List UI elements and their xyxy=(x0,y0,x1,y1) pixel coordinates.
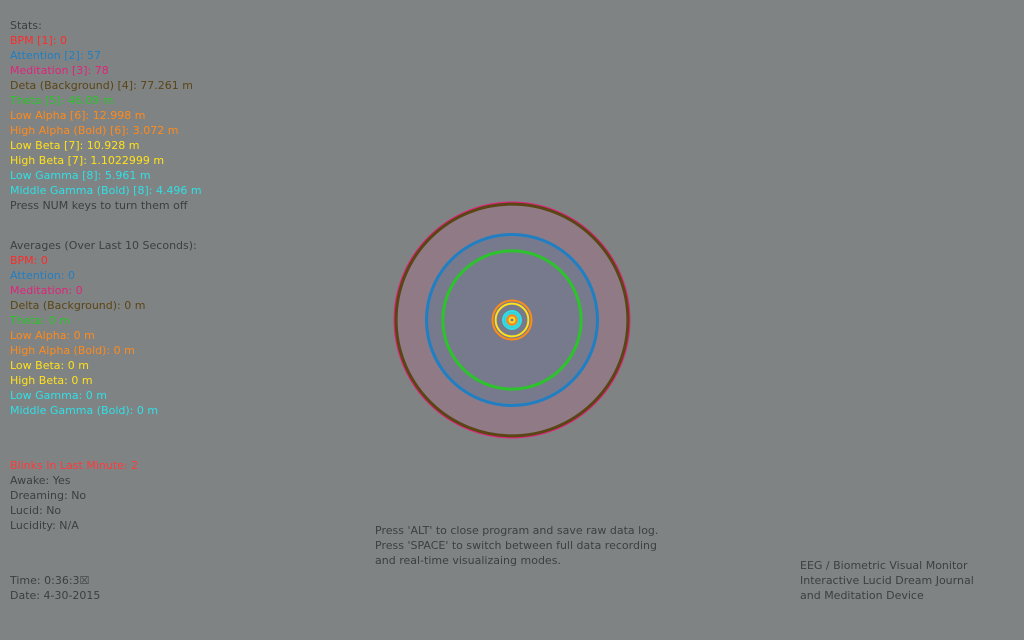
avg-attention: Attention: 0 xyxy=(10,268,75,283)
avg-meditation: Meditation: 0 xyxy=(10,283,83,298)
stat-low-gamma: Low Gamma [8]: 5.961 m xyxy=(10,168,151,183)
dreaming-status: Dreaming: No xyxy=(10,488,86,503)
stat-bpm: BPM [1]: 0 xyxy=(10,33,67,48)
avg-high-alpha: High Alpha (Bold): 0 m xyxy=(10,343,135,358)
avg-low-gamma: Low Gamma: 0 m xyxy=(10,388,107,403)
stat-attention: Attention [2]: 57 xyxy=(10,48,101,63)
avg-theta: Theta: 0 m xyxy=(10,313,70,328)
stat-meditation: Meditation [3]: 78 xyxy=(10,63,109,78)
stat-low-alpha: Low Alpha [6]: 12.998 m xyxy=(10,108,145,123)
awake-status: Awake: Yes xyxy=(10,473,71,488)
avg-low-alpha: Low Alpha: 0 m xyxy=(10,328,95,343)
time-readout: Time: 0:36:3☒ xyxy=(10,573,89,588)
avg-bpm: BPM: 0 xyxy=(10,253,48,268)
averages-header: Averages (Over Last 10 Seconds): xyxy=(10,238,197,253)
stat-low-beta: Low Beta [7]: 10.928 m xyxy=(10,138,140,153)
stat-delta: Deta (Background) [4]: 77.261 m xyxy=(10,78,193,93)
stat-theta: Theta [5]: 46.09 m xyxy=(10,93,114,108)
keyboard-instructions: Press 'ALT' to close program and save ra… xyxy=(375,523,658,568)
app-title-block: EEG / Biometric Visual Monitor Interacti… xyxy=(800,558,974,603)
lucidity-status: Lucidity: N/A xyxy=(10,518,79,533)
date-readout: Date: 4-30-2015 xyxy=(10,588,100,603)
blinks-count: Blinks In Last Minute: 2 xyxy=(10,458,138,473)
lucid-status: Lucid: No xyxy=(10,503,61,518)
stat-high-beta: High Beta [7]: 1.1022999 m xyxy=(10,153,164,168)
stat-high-alpha: High Alpha (Bold) [6]: 3.072 m xyxy=(10,123,178,138)
avg-delta: Delta (Background): 0 m xyxy=(10,298,145,313)
avg-middle-gamma: Middle Gamma (Bold): 0 m xyxy=(10,403,158,418)
stats-toggle-hint: Press NUM keys to turn them off xyxy=(10,198,187,213)
avg-high-beta: High Beta: 0 m xyxy=(10,373,93,388)
stat-middle-gamma: Middle Gamma (Bold) [8]: 4.496 m xyxy=(10,183,202,198)
attention-ring xyxy=(427,235,598,406)
avg-low-beta: Low Beta: 0 m xyxy=(10,358,89,373)
stats-header: Stats: xyxy=(10,18,42,33)
